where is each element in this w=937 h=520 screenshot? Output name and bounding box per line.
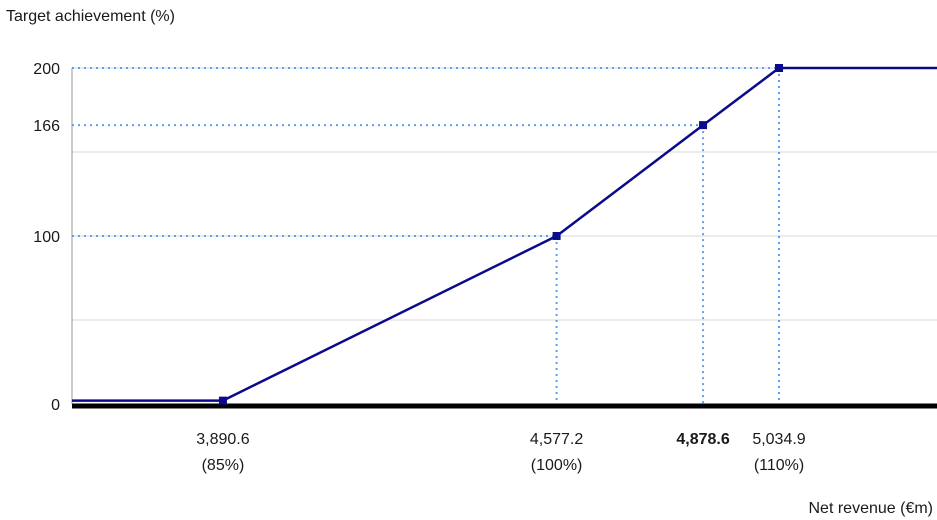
x-tick-sublabel-4,577.2: (100%) [531, 457, 583, 474]
x-tick-sublabel-3,890.6: (85%) [202, 457, 245, 474]
x-axis-label: Net revenue (€m) [808, 500, 934, 517]
x-tick-sublabel-5,034.9: (110%) [754, 457, 804, 474]
y-tick-label-200: 200 [33, 61, 60, 78]
x-tick-label-3,890.6: 3,890.6 [196, 431, 249, 448]
chart-title: Target achievement (%) [6, 8, 175, 25]
data-point-4878.6 [699, 121, 708, 130]
y-tick-label-100: 100 [33, 229, 60, 246]
x-tick-label-5,034.9: 5,034.9 [752, 431, 805, 448]
y-tick-label-0: 0 [51, 397, 60, 414]
y-tick-label-166: 166 [33, 118, 60, 135]
data-point-4577.2 [552, 232, 561, 240]
data-point-3890.6 [218, 396, 227, 405]
x-tick-label-4,878.6: 4,878.6 [676, 431, 729, 448]
series-line [72, 66, 937, 402]
data-point-5034.9 [775, 64, 784, 72]
x-tick-label-4,577.2: 4,577.2 [530, 431, 583, 448]
